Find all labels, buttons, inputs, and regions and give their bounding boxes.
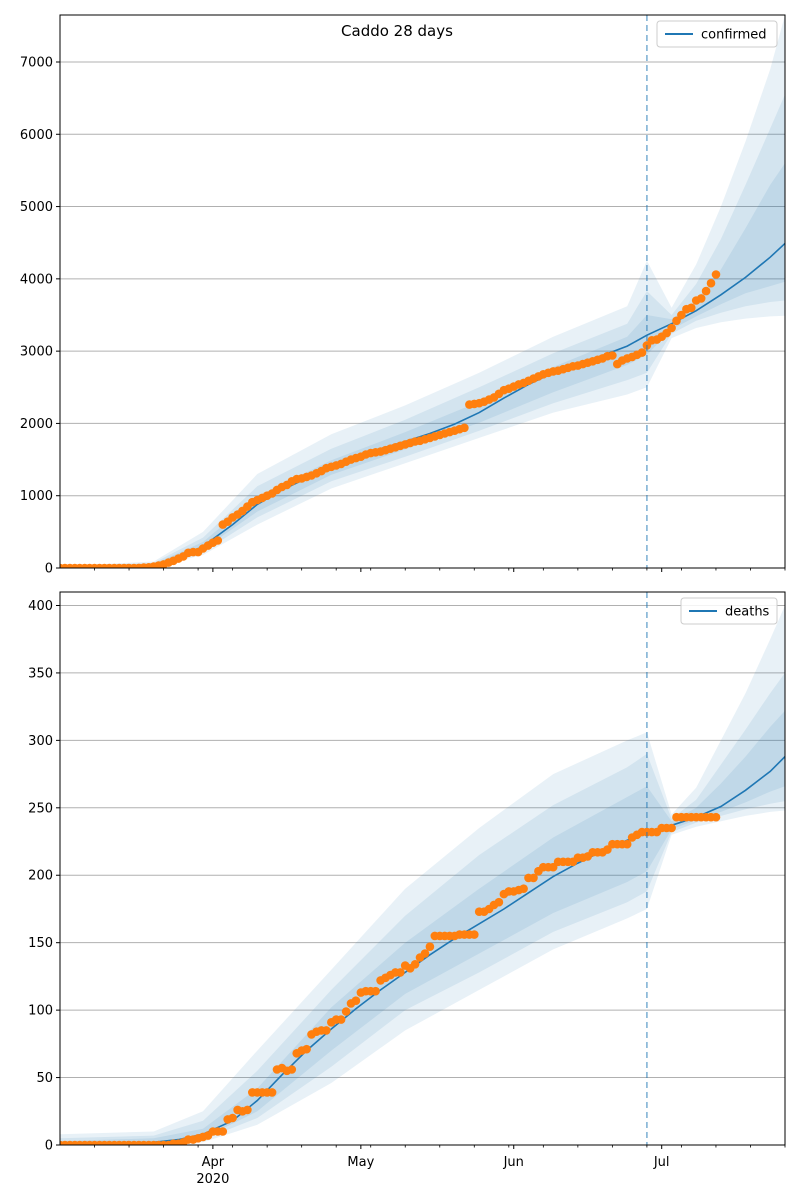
observed-point xyxy=(677,310,686,320)
y-tick-label: 350 xyxy=(28,666,53,681)
plot-area xyxy=(60,15,785,568)
observed-point xyxy=(287,1065,297,1074)
legend: confirmed xyxy=(656,20,778,48)
observed-point xyxy=(470,930,479,939)
uncertainty-band-2 xyxy=(60,672,785,1145)
axes-frame xyxy=(59,591,786,1146)
observed-point xyxy=(667,823,676,833)
x-tick-label: Jul xyxy=(653,1155,670,1170)
y-tick-label: 6000 xyxy=(20,128,53,143)
plot-area xyxy=(60,605,785,1145)
observed-point xyxy=(410,960,420,969)
legend-box xyxy=(656,20,778,48)
y-tick-label: 250 xyxy=(28,801,53,816)
y-tick-label: 3000 xyxy=(20,345,53,360)
y-tick-label: 1000 xyxy=(20,489,53,504)
axes-frame xyxy=(59,14,786,569)
y-tick-label: 0 xyxy=(45,1139,53,1154)
observed-point xyxy=(228,1113,237,1123)
y-tick-label: 0 xyxy=(45,562,53,577)
y-tick-label: 200 xyxy=(28,869,53,884)
x-tick-label: Jun xyxy=(503,1155,524,1170)
y-tick-label: 300 xyxy=(28,734,53,749)
observed-point xyxy=(701,286,711,296)
y-tick-label: 5000 xyxy=(20,200,53,215)
observed-point xyxy=(687,303,696,313)
observed-point xyxy=(667,323,676,333)
y-tick-label: 50 xyxy=(36,1071,53,1086)
observed-point xyxy=(706,278,716,288)
observed-point xyxy=(460,423,469,433)
uncertainty-band-1 xyxy=(60,605,785,1145)
y-tick-label: 2000 xyxy=(20,417,53,432)
observed-point xyxy=(711,812,721,822)
x-tick-label: May xyxy=(347,1155,374,1170)
legend-box xyxy=(680,597,778,625)
observed-point xyxy=(603,845,612,854)
observed-point xyxy=(711,270,721,279)
observed-point xyxy=(371,986,380,996)
y-tick-label: 400 xyxy=(28,599,53,614)
x-tick-sublabel: 2020 xyxy=(196,1172,229,1187)
observed-point xyxy=(243,1105,252,1115)
observed-point xyxy=(608,351,617,360)
observed-point xyxy=(213,536,223,545)
observed-point xyxy=(672,316,681,326)
observed-point xyxy=(218,1127,228,1136)
observed-point xyxy=(425,942,435,951)
observed-point xyxy=(519,884,528,893)
observed-point xyxy=(351,996,361,1005)
observed-point xyxy=(302,1044,311,1054)
observed-point xyxy=(420,949,430,958)
observed-point xyxy=(322,1026,331,1035)
y-tick-label: 150 xyxy=(28,936,53,951)
legend-label: deaths xyxy=(725,605,770,620)
observed-point xyxy=(341,1007,351,1016)
observed-point xyxy=(637,348,647,357)
observed-point xyxy=(622,839,632,849)
x-tick-label: Apr xyxy=(202,1155,225,1170)
observed-point xyxy=(336,1015,346,1024)
y-tick-label: 4000 xyxy=(20,272,53,287)
confirmed-panel: 0 1000 2000 3000 4000 5000 6000 7000 confirmed xyxy=(20,14,786,577)
observed-point xyxy=(494,897,504,907)
observed-point xyxy=(396,968,405,977)
observed-point xyxy=(267,1088,277,1097)
deaths-panel: 0 50 100 150 200 250 300 350 400 Apr 2020 May Jun Jul… xyxy=(28,591,786,1187)
legend-label: confirmed xyxy=(701,28,767,43)
legend: deaths xyxy=(680,597,778,625)
observed-point xyxy=(529,873,538,883)
y-tick-label: 100 xyxy=(28,1004,53,1019)
uncertainty-band-2 xyxy=(60,94,785,568)
uncertainty-band-3 xyxy=(60,710,785,1145)
observed-point xyxy=(696,294,706,303)
uncertainty-band-1 xyxy=(60,15,785,568)
y-tick-label: 7000 xyxy=(20,55,53,70)
chart-title: Caddo 28 days xyxy=(341,22,453,40)
